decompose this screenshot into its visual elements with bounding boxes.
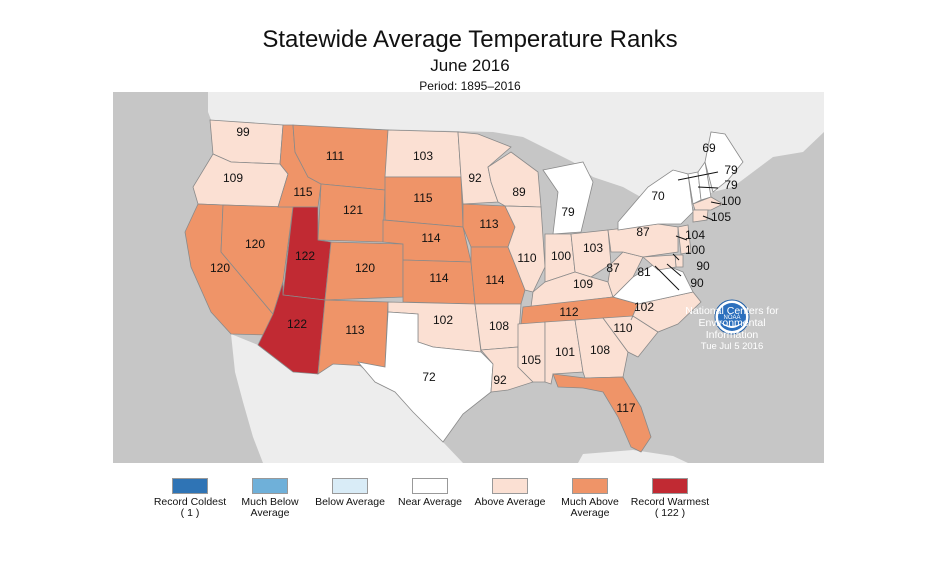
legend-sub: ( 122 ) xyxy=(654,507,686,519)
rank-label-nm: 113 xyxy=(345,323,364,337)
rank-label-nv: 120 xyxy=(245,237,265,251)
map-legend: Record Coldest ( 1 ) Much Below Average … xyxy=(150,478,790,538)
legend-swatch xyxy=(332,478,368,494)
legend-label: Near Average xyxy=(397,496,462,508)
rank-label-wy: 121 xyxy=(343,203,363,217)
state-NM xyxy=(317,299,389,375)
state-MD xyxy=(641,254,677,271)
legend-swatch xyxy=(492,478,528,494)
rank-label-oh: 103 xyxy=(583,241,603,255)
rank-label-me: 69 xyxy=(702,141,716,155)
rank-label-co: 120 xyxy=(355,261,375,275)
rank-label-md: 90 xyxy=(696,259,710,273)
rank-label-il: 110 xyxy=(517,251,536,265)
rank-label-ut: 122 xyxy=(295,249,315,263)
state-MI xyxy=(542,161,594,235)
noaa-credit: National Centers for Environmental Infor… xyxy=(684,305,780,353)
rank-label-mn: 92 xyxy=(468,171,482,185)
rank-label-wv: 87 xyxy=(606,261,620,275)
map-title: Statewide Average Temperature Ranks xyxy=(262,26,678,53)
legend-label: Record Coldest xyxy=(153,496,227,508)
legend-item-record-coldest: Record Coldest ( 1 ) xyxy=(150,478,230,519)
legend-swatch xyxy=(412,478,448,494)
rank-label-wa: 99 xyxy=(236,125,250,139)
state-FL xyxy=(552,373,652,453)
rank-label-tx: 72 xyxy=(422,370,436,384)
rank-label-vt: 79 xyxy=(724,178,738,192)
rank-label-tn: 112 xyxy=(559,305,578,319)
legend-label: Record Warmest xyxy=(630,496,710,508)
rank-label-sd: 115 xyxy=(413,191,432,205)
rank-label-or: 109 xyxy=(223,171,243,185)
state-ME xyxy=(704,131,744,193)
rank-label-id: 115 xyxy=(293,185,312,199)
legend-label: Much Below Average xyxy=(241,496,299,519)
rank-label-mo: 114 xyxy=(485,273,504,287)
legend-swatch xyxy=(652,478,688,494)
rank-label-al: 101 xyxy=(555,345,575,359)
rank-label-in: 100 xyxy=(551,249,571,263)
rank-label-ct: 105 xyxy=(711,210,731,224)
rank-label-mi: 79 xyxy=(561,205,575,219)
legend-item-near-average: Near Average xyxy=(390,478,470,508)
map-subtitle: June 2016 xyxy=(430,56,510,75)
state-OH xyxy=(570,229,612,278)
noaa-logo-text: NOAA xyxy=(723,315,740,321)
rank-label-sc: 110 xyxy=(613,321,632,335)
state-TX xyxy=(356,311,494,443)
state-IL xyxy=(504,205,546,293)
rank-label-fl: 117 xyxy=(616,401,635,415)
state-CT xyxy=(692,209,709,223)
map-period: Period: 1895–2016 xyxy=(419,79,521,93)
legend-label: Much Above Average xyxy=(561,496,619,519)
rank-label-ar: 108 xyxy=(489,319,509,333)
noaa-organization: National Centers for Environmental Infor… xyxy=(685,305,779,341)
noaa-date: Tue Jul 5 2016 xyxy=(700,341,764,352)
rank-label-nj: 104 xyxy=(685,228,705,242)
state-MA xyxy=(692,196,724,211)
rank-label-ga: 108 xyxy=(590,343,610,357)
rank-label-ok: 102 xyxy=(433,313,453,327)
rank-label-ia: 113 xyxy=(479,217,498,231)
legend-sub: ( 1 ) xyxy=(180,507,200,519)
state-MS xyxy=(517,321,546,383)
rank-label-nd: 103 xyxy=(413,149,433,163)
rank-label-dc: 90 xyxy=(690,276,704,290)
rank-label-ms: 105 xyxy=(521,353,541,367)
legend-swatch xyxy=(172,478,208,494)
rank-label-mt: 111 xyxy=(326,149,345,163)
rank-label-nc: 102 xyxy=(634,300,654,314)
legend-label: Below Average xyxy=(315,496,385,508)
noaa-logo: NOAA xyxy=(714,299,750,335)
legend-label: Above Average xyxy=(474,496,546,508)
state-SC xyxy=(602,315,659,358)
legend-swatch xyxy=(572,478,608,494)
rank-label-la: 92 xyxy=(493,373,507,387)
legend-item-much-above-average: Much Above Average xyxy=(550,478,630,519)
legend-item-much-below-average: Much Below Average xyxy=(230,478,310,519)
cuba-land xyxy=(578,450,688,463)
us-temperature-rank-map: 99 109 120 120 115 111 121 122 122 120 113 103 115 11… xyxy=(113,92,824,463)
legend-item-above-average: Above Average xyxy=(470,478,550,508)
legend-swatch xyxy=(252,478,288,494)
rank-label-nh: 79 xyxy=(724,163,738,177)
rank-label-va: 81 xyxy=(637,265,651,279)
rank-label-wi: 89 xyxy=(512,185,526,199)
rank-label-ky: 109 xyxy=(573,277,593,291)
legend-item-below-average: Below Average xyxy=(310,478,390,508)
northeast-leader-lines xyxy=(654,171,722,291)
rank-label-ny: 70 xyxy=(651,189,665,203)
rank-label-ma: 100 xyxy=(721,194,741,208)
rank-label-ks: 114 xyxy=(429,271,448,285)
rank-label-de: 100 xyxy=(685,243,705,257)
rank-label-az: 122 xyxy=(287,317,307,331)
state-PA xyxy=(607,223,679,258)
rank-label-pa: 87 xyxy=(636,225,650,239)
rank-label-ne: 114 xyxy=(421,231,440,245)
state-rank-labels: 99 109 120 120 115 111 121 122 122 120 113 103 115 11… xyxy=(210,125,741,415)
legend-item-record-warmest: Record Warmest ( 122 ) xyxy=(630,478,710,519)
rank-label-ca: 120 xyxy=(210,261,230,275)
